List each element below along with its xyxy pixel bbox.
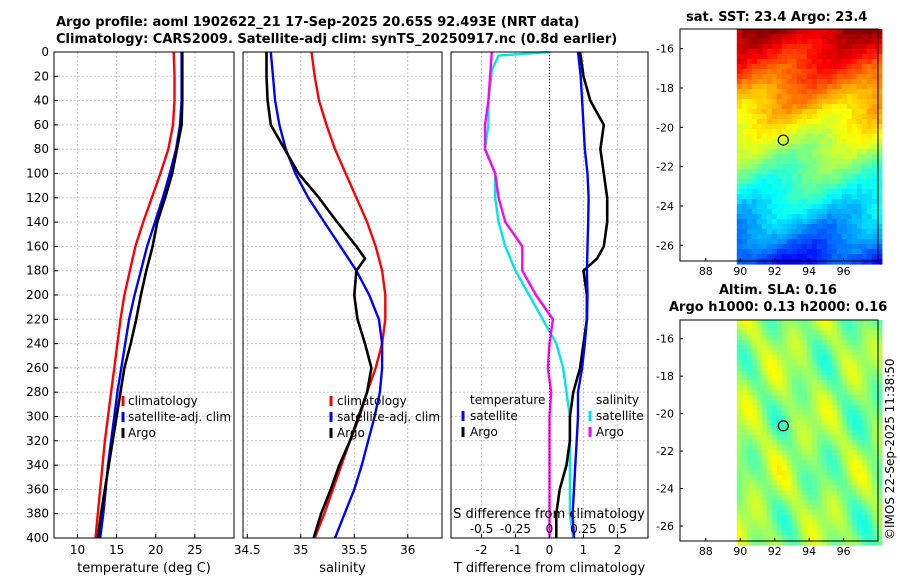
difference-profile-xtick-label: -1 xyxy=(510,543,522,557)
temperature-profile-xlabel: temperature (deg C) xyxy=(77,561,211,576)
sst-map-xtick-label: 88 xyxy=(699,265,713,278)
temperature-profile-series-climatology xyxy=(94,51,176,539)
diff-legend-label: Argo xyxy=(596,425,624,439)
depth-tick-label: 320 xyxy=(26,434,49,448)
sla-map-field xyxy=(736,320,883,546)
depth-tick-label: 380 xyxy=(26,507,49,521)
sla-map-xtick-label: 90 xyxy=(733,545,747,558)
temperature-profile-xtick-label: 10 xyxy=(70,543,85,557)
difference-profile-series-salinity-argo xyxy=(483,51,555,538)
temperature-profile-xtick-label: 20 xyxy=(148,543,163,557)
depth-tick-label: 120 xyxy=(26,191,49,205)
sst-map-xtick-label: 90 xyxy=(733,265,747,278)
difference-profile-xtick-label: 0 xyxy=(546,543,554,557)
diff-legend-sal-title: salinity xyxy=(596,393,639,407)
depth-tick-label: 0 xyxy=(41,45,49,59)
depth-tick-label: 280 xyxy=(26,385,49,399)
sla-map-ytick-label: -24 xyxy=(656,483,674,496)
sst-map-frame xyxy=(679,28,879,262)
depth-tick-label: 140 xyxy=(26,215,49,229)
difference-profile-xtick-label: -2 xyxy=(476,543,488,557)
temperature-profile-series-argo xyxy=(96,52,184,539)
diff-legend-temp-title: temperature xyxy=(470,393,545,407)
difference-profile-series-temperature-satellite xyxy=(483,50,575,539)
sla-map-ytick-label: -26 xyxy=(656,520,674,533)
salinity-profile-xtick-label: 36 xyxy=(400,543,415,557)
sst-map-argo-marker xyxy=(777,134,789,146)
depth-tick-label: 260 xyxy=(26,361,49,375)
sst-map-ytick-label: -18 xyxy=(656,82,674,95)
depth-tick-label: 200 xyxy=(26,288,49,302)
depth-tick-label: 220 xyxy=(26,312,49,326)
diff-legend-label: Argo xyxy=(470,425,498,439)
argo-height-title: Argo h1000: 0.13 h2000: 0.16 xyxy=(669,300,888,315)
salinity-profile-xtick-label: 35 xyxy=(293,543,308,557)
salinity-profile-series-satellite-adj-clim xyxy=(269,51,384,539)
depth-tick-label: 160 xyxy=(26,239,49,253)
sal-legend-label: satellite-adj. clim xyxy=(337,410,440,424)
depth-tick-label: 60 xyxy=(34,118,49,132)
depth-tick-label: 180 xyxy=(26,264,49,278)
diff-s-tick-label: 0.5 xyxy=(608,522,627,536)
sla-map-ytick-label: -20 xyxy=(656,408,674,421)
sla-map-xtick-label: 94 xyxy=(802,545,816,558)
diff-s-tick-label: -0.5 xyxy=(470,522,493,536)
diff-s-tick-label: 0.25 xyxy=(570,522,597,536)
difference-profile-xlabel: T difference from climatology xyxy=(453,561,646,576)
salinity-profile-xtick-label: 34.5 xyxy=(234,543,261,557)
temp-legend-label: Argo xyxy=(128,426,156,440)
difference-profile-xtick-label: 1 xyxy=(580,543,588,557)
depth-tick-label: 20 xyxy=(34,69,49,83)
sst-map-xtick-label: 92 xyxy=(768,265,782,278)
diff-legend-label: satellite xyxy=(596,409,644,423)
salinity-profile-xtick-label: 35.5 xyxy=(341,543,368,557)
temperature-profile-xtick-label: 15 xyxy=(109,543,124,557)
diff-legend-label: satellite xyxy=(470,409,518,423)
sla-map-ytick-label: -18 xyxy=(656,370,674,383)
difference-profile-series-salinity-satellite xyxy=(571,51,590,539)
sal-legend-label: climatology xyxy=(337,394,407,408)
temp-legend-label: satellite-adj. clim xyxy=(128,410,231,424)
sla-map-xtick-label: 96 xyxy=(837,545,851,558)
sal-legend-label: Argo xyxy=(337,426,365,440)
title-line-1: Argo profile: aoml 1902622_21 17-Sep-202… xyxy=(56,15,580,30)
footer-stamp: ©IMOS 22-Sep-2025 11:38:50 xyxy=(883,358,897,540)
sst-map-xtick-label: 96 xyxy=(837,265,851,278)
sst-map-xtick-label: 94 xyxy=(802,265,816,278)
diff-xlabel-top: S difference from climatology xyxy=(453,507,645,522)
depth-tick-label: 340 xyxy=(26,458,49,472)
temperature-profile-xtick-label: 25 xyxy=(187,543,202,557)
sst-map-field xyxy=(736,29,883,265)
difference-profile-series-temperature-argo xyxy=(555,51,609,538)
depth-tick-label: 360 xyxy=(26,482,49,496)
sst-map-ytick-label: -20 xyxy=(656,121,674,134)
salinity-profile-frame xyxy=(242,51,443,539)
depth-tick-label: 40 xyxy=(34,94,49,108)
sla-map-xtick-label: 92 xyxy=(768,545,782,558)
diff-s-tick-label: 0 xyxy=(546,522,554,536)
temp-legend-label: climatology xyxy=(128,394,198,408)
diff-s-tick-label: -0.25 xyxy=(500,522,531,536)
sst-map-ytick-label: -16 xyxy=(656,43,674,56)
depth-tick-label: 100 xyxy=(26,167,49,181)
sst-map-ytick-label: -26 xyxy=(656,239,674,252)
sst-map-title: sat. SST: 23.4 Argo: 23.4 xyxy=(686,10,868,25)
sla-map-ytick-label: -16 xyxy=(656,333,674,346)
sla-map-argo-marker xyxy=(777,420,789,432)
sst-map-ytick-label: -24 xyxy=(656,200,674,213)
sst-map-ytick-label: -22 xyxy=(656,161,674,174)
salinity-profile-series-argo xyxy=(265,52,373,539)
depth-tick-label: 240 xyxy=(26,337,49,351)
depth-tick-label: 300 xyxy=(26,410,49,424)
depth-tick-label: 400 xyxy=(26,531,49,545)
sla-map-frame xyxy=(679,319,879,542)
difference-profile-xtick-label: 2 xyxy=(614,543,622,557)
sla-map-xtick-label: 88 xyxy=(699,545,713,558)
title-line-2: Climatology: CARS2009. Satellite-adj cli… xyxy=(56,32,618,47)
depth-tick-label: 80 xyxy=(34,142,49,156)
salinity-profile-xlabel: salinity xyxy=(319,561,366,576)
sla-map-ytick-label: -22 xyxy=(656,445,674,458)
sla-map-title: Altim. SLA: 0.16 xyxy=(719,283,837,298)
